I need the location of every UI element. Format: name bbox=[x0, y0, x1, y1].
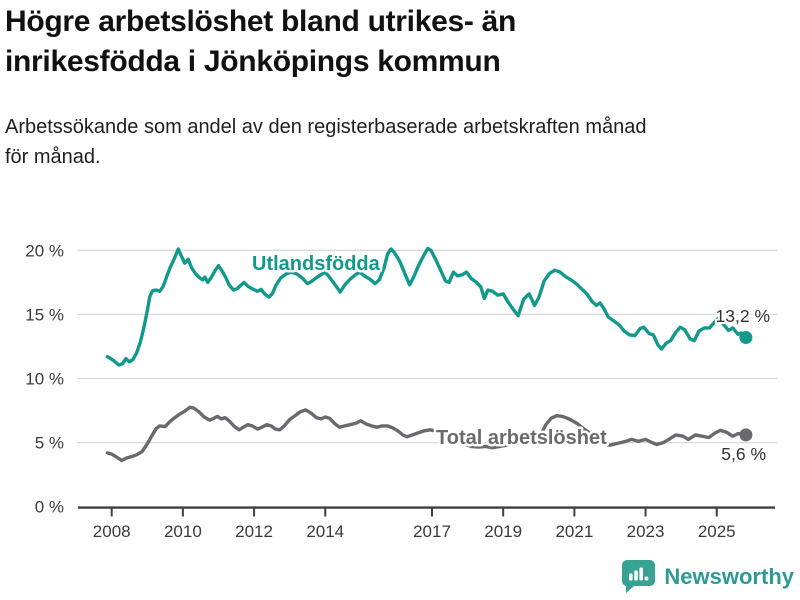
end-dot-utlandsf-dda bbox=[739, 330, 753, 344]
y-axis-label: 0 % bbox=[35, 498, 64, 517]
brand-logo: Newsworthy bbox=[619, 559, 794, 594]
x-axis-label: 2017 bbox=[413, 522, 451, 541]
y-axis-label: 20 % bbox=[25, 241, 64, 260]
y-axis-label: 10 % bbox=[25, 370, 64, 389]
x-axis-label: 2025 bbox=[698, 522, 736, 541]
y-axis-label: 5 % bbox=[35, 434, 64, 453]
x-axis-label: 2023 bbox=[627, 522, 665, 541]
x-axis-label: 2012 bbox=[235, 522, 273, 541]
page-subtitle: Arbetssökande som andel av den registerb… bbox=[5, 116, 647, 168]
page-title: Högre arbetslöshet bland utrikes- än inr… bbox=[5, 5, 516, 78]
x-axis-label: 2008 bbox=[93, 522, 131, 541]
x-axis-label: 2021 bbox=[555, 522, 593, 541]
brand-name: Newsworthy bbox=[664, 563, 794, 589]
x-axis-label: 2010 bbox=[164, 522, 202, 541]
end-value-label-utlandsf-dda: 13,2 % bbox=[716, 306, 770, 326]
y-axis-label: 15 % bbox=[25, 305, 64, 324]
end-dot-total-arbetsl-shet bbox=[739, 428, 753, 442]
series-line-total-arbetsl-shet bbox=[105, 405, 748, 463]
x-axis-label: 2014 bbox=[306, 522, 344, 541]
x-axis-label: 2019 bbox=[484, 522, 522, 541]
series-line-utlandsf-dda bbox=[105, 246, 748, 367]
series-label-total-arbetsl-shet: Total arbetslöshet bbox=[436, 427, 607, 449]
bar-chart-speech-bubble-icon bbox=[622, 560, 656, 593]
end-value-label-total-arbetsl-shet: 5,6 % bbox=[721, 444, 766, 464]
series-label-utlandsf-dda: Utlandsfödda bbox=[252, 253, 381, 275]
